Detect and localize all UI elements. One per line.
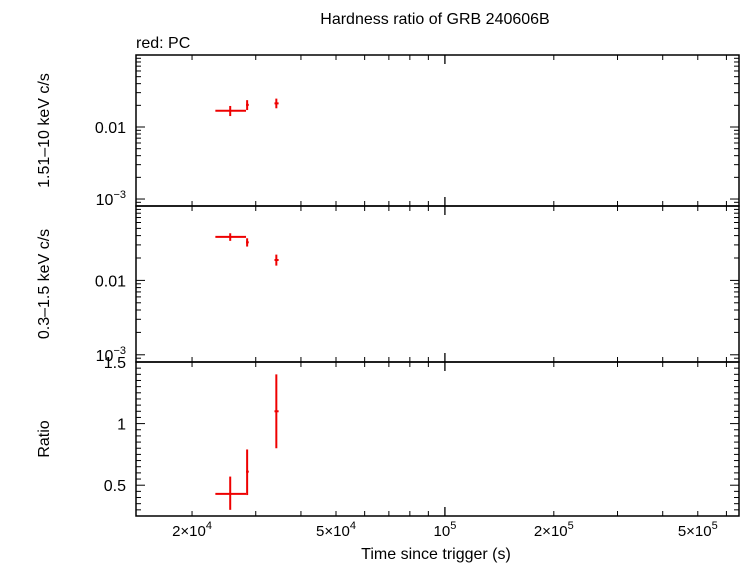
data-point <box>215 476 247 510</box>
x-tick-label: 105 <box>434 520 457 540</box>
x-tick-label: 5×105 <box>678 520 718 540</box>
x-axis-label: Time since trigger (s) <box>361 546 511 563</box>
chart-title: Hardness ratio of GRB 240606B <box>320 11 549 28</box>
data-point <box>274 254 279 266</box>
data-point <box>246 449 249 496</box>
data-point <box>215 105 247 117</box>
panel-frame <box>135 361 740 517</box>
panel-frame <box>135 54 740 207</box>
panel-ratio: Ratio 1.5 1 0.5 <box>36 355 740 517</box>
panel-frame <box>135 205 740 363</box>
data-point <box>246 100 249 111</box>
x-tick-label: 2×104 <box>172 520 212 540</box>
y-axis-label: 1.51–10 keV c/s <box>36 73 53 188</box>
chart-subtitle: red: PC <box>136 35 190 52</box>
y-tick-label: 1 <box>117 417 126 434</box>
data-point <box>246 238 249 247</box>
y-tick-label: 0.01 <box>95 273 126 290</box>
y-axis-label: Ratio <box>36 420 53 457</box>
panel-hard: 1.51–10 keV c/s 0.01 10−3 <box>36 54 740 209</box>
x-tick-label: 5×104 <box>316 520 356 540</box>
y-tick-label: 0.01 <box>95 120 126 137</box>
x-tick-label: 2×105 <box>534 520 574 540</box>
panel-soft: 0.3–1.5 keV c/s 0.01 10−3 <box>36 205 740 365</box>
y-axis-label: 0.3–1.5 keV c/s <box>36 229 53 339</box>
data-point <box>274 374 279 449</box>
y-tick-label: 1.5 <box>104 355 126 372</box>
data-point <box>215 233 247 241</box>
y-tick-label: 10−3 <box>96 345 126 365</box>
y-tick-label: 0.5 <box>104 478 126 495</box>
data-point <box>274 98 279 109</box>
y-tick-label: 10−3 <box>96 189 126 209</box>
